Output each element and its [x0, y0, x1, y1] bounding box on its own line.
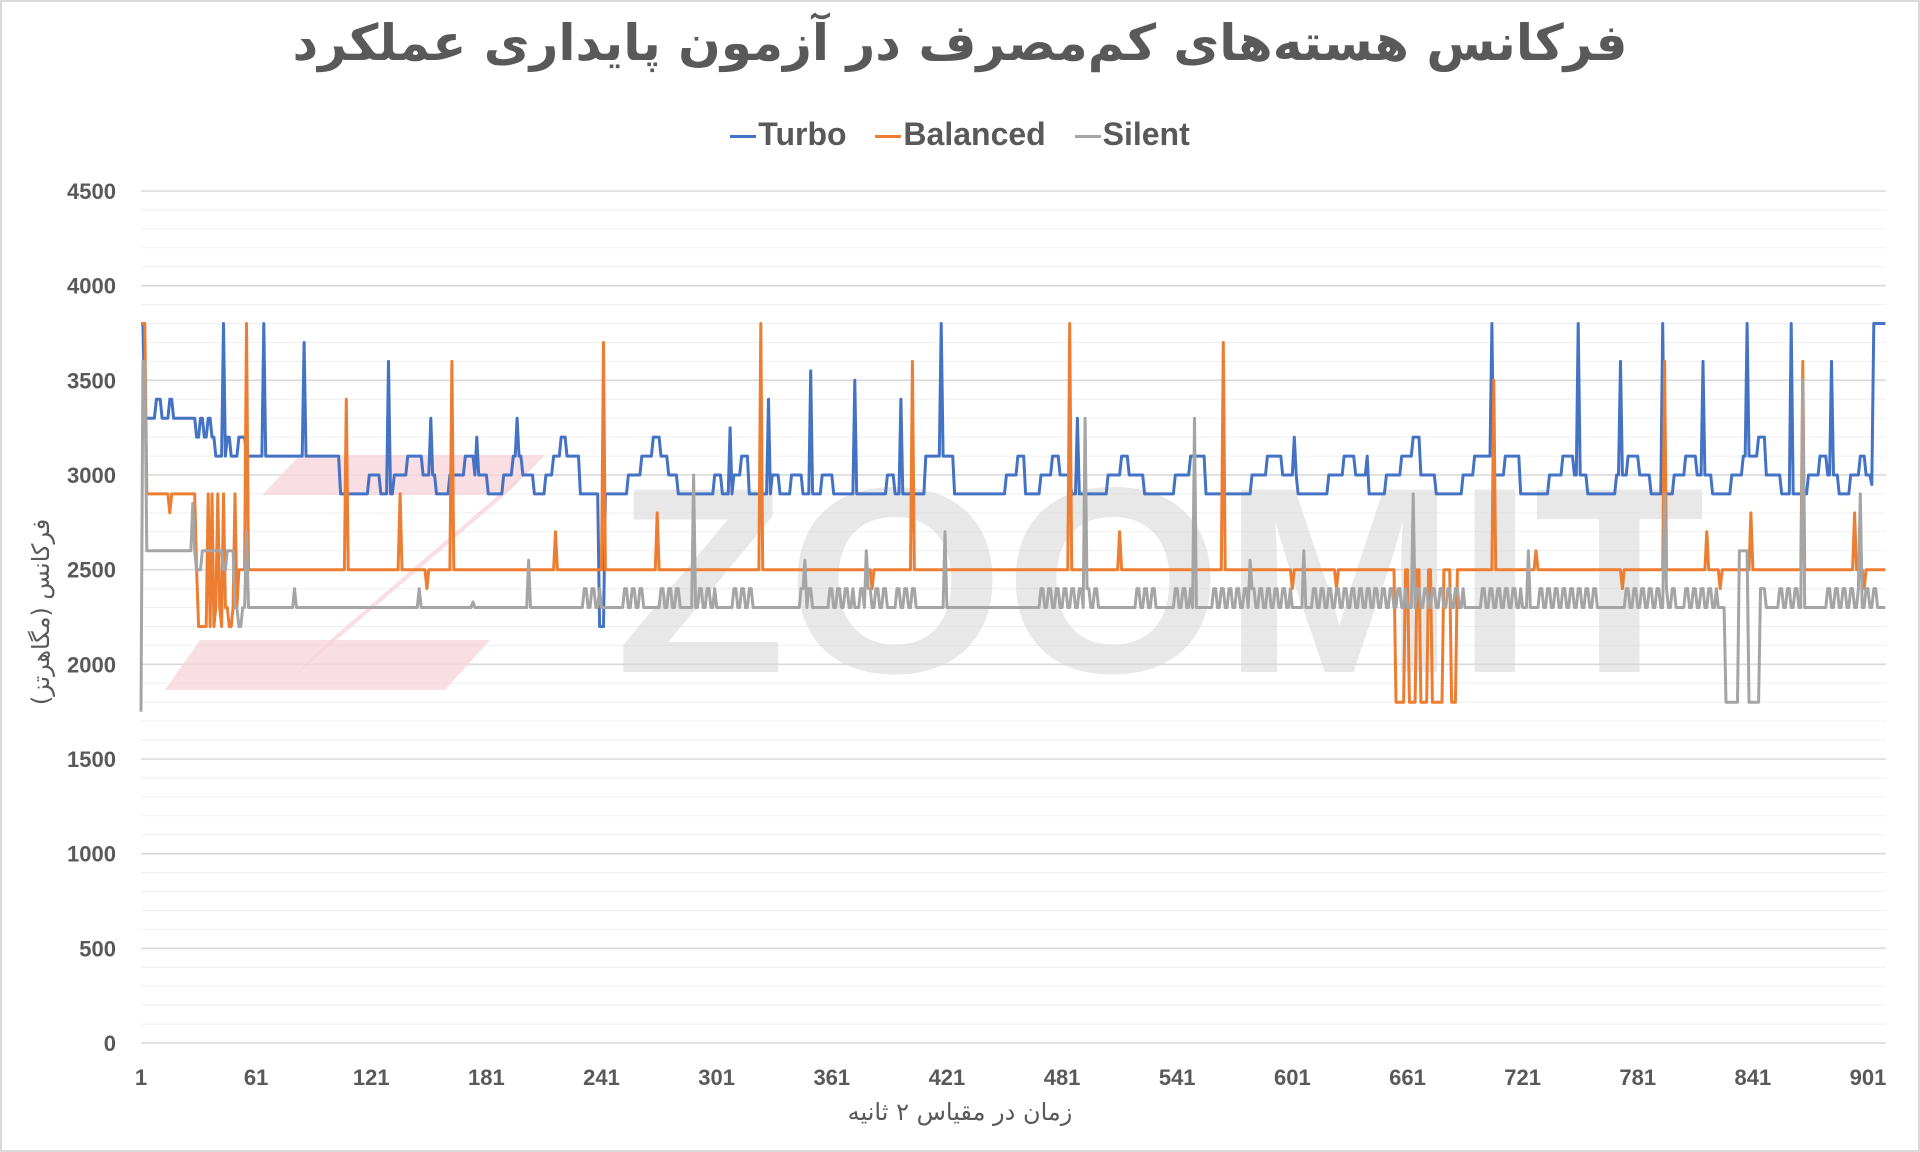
y-tick-label: 0 [104, 1031, 116, 1056]
y-tick-label: 4500 [67, 179, 116, 204]
x-tick-label: 241 [583, 1065, 620, 1090]
x-tick-label: 661 [1389, 1065, 1426, 1090]
legend-swatch-silent [1074, 135, 1101, 139]
legend-label-balanced: Balanced [903, 116, 1046, 152]
y-tick-label: 3500 [67, 368, 116, 393]
x-tick-label: 1 [135, 1065, 147, 1090]
series-line-balanced [141, 322, 1886, 704]
y-tick-label: 500 [79, 936, 116, 961]
watermark-text: ZOOMIT [615, 433, 1705, 729]
y-tick-label: 1000 [67, 842, 116, 867]
series-lines [139, 322, 1886, 712]
x-tick-label: 721 [1504, 1065, 1541, 1090]
x-tick-label: 181 [468, 1065, 505, 1090]
y-axis-ticks: 0 500 1000 1500 2000 2500 3000 3500 4000 4500 [67, 179, 116, 1056]
x-tick-label: 601 [1274, 1065, 1311, 1090]
y-axis-title: فرکانس (مگاهرتز) [27, 518, 55, 706]
x-axis-ticks: 1 61 121 181 241 301 361 421 481 541 601 661 721 781 8… [135, 1065, 1886, 1090]
series-line-turbo [141, 322, 1886, 628]
y-tick-label: 2500 [67, 558, 116, 583]
x-tick-label: 781 [1619, 1065, 1656, 1090]
y-tick-label: 4000 [67, 274, 116, 299]
legend-label-silent: Silent [1102, 116, 1190, 152]
x-tick-label: 421 [929, 1065, 966, 1090]
x-tick-label: 361 [813, 1065, 850, 1090]
x-tick-label: 61 [244, 1065, 268, 1090]
legend-item-turbo[interactable]: Turbo [730, 116, 847, 153]
watermark-z-logo-mid [290, 455, 545, 680]
y-tick-label: 1500 [67, 747, 116, 772]
x-axis-title: زمان در مقیاس ۲ ثانیه [847, 1098, 1073, 1126]
x-tick-label: 901 [1850, 1065, 1887, 1090]
x-tick-label: 301 [698, 1065, 735, 1090]
y-tick-label: 3000 [67, 463, 116, 488]
y-tick-label: 2000 [67, 652, 116, 677]
x-tick-label: 121 [353, 1065, 390, 1090]
legend-swatch-turbo [730, 135, 757, 139]
legend-item-balanced[interactable]: Balanced [875, 116, 1046, 153]
watermark: ZOOMIT [165, 433, 1705, 729]
chart-title: فرکانس هسته‌های کم‌مصرف در آزمون پایداری… [292, 14, 1628, 72]
legend-label-turbo: Turbo [758, 116, 847, 152]
x-tick-label: 481 [1044, 1065, 1081, 1090]
x-tick-label: 841 [1735, 1065, 1772, 1090]
x-tick-label: 541 [1159, 1065, 1196, 1090]
legend: Turbo Balanced Silent [0, 116, 1920, 153]
watermark-z-logo-bottom [165, 640, 490, 690]
series-line-silent [139, 359, 1886, 712]
legend-item-silent[interactable]: Silent [1074, 116, 1190, 153]
legend-swatch-balanced [875, 135, 902, 139]
